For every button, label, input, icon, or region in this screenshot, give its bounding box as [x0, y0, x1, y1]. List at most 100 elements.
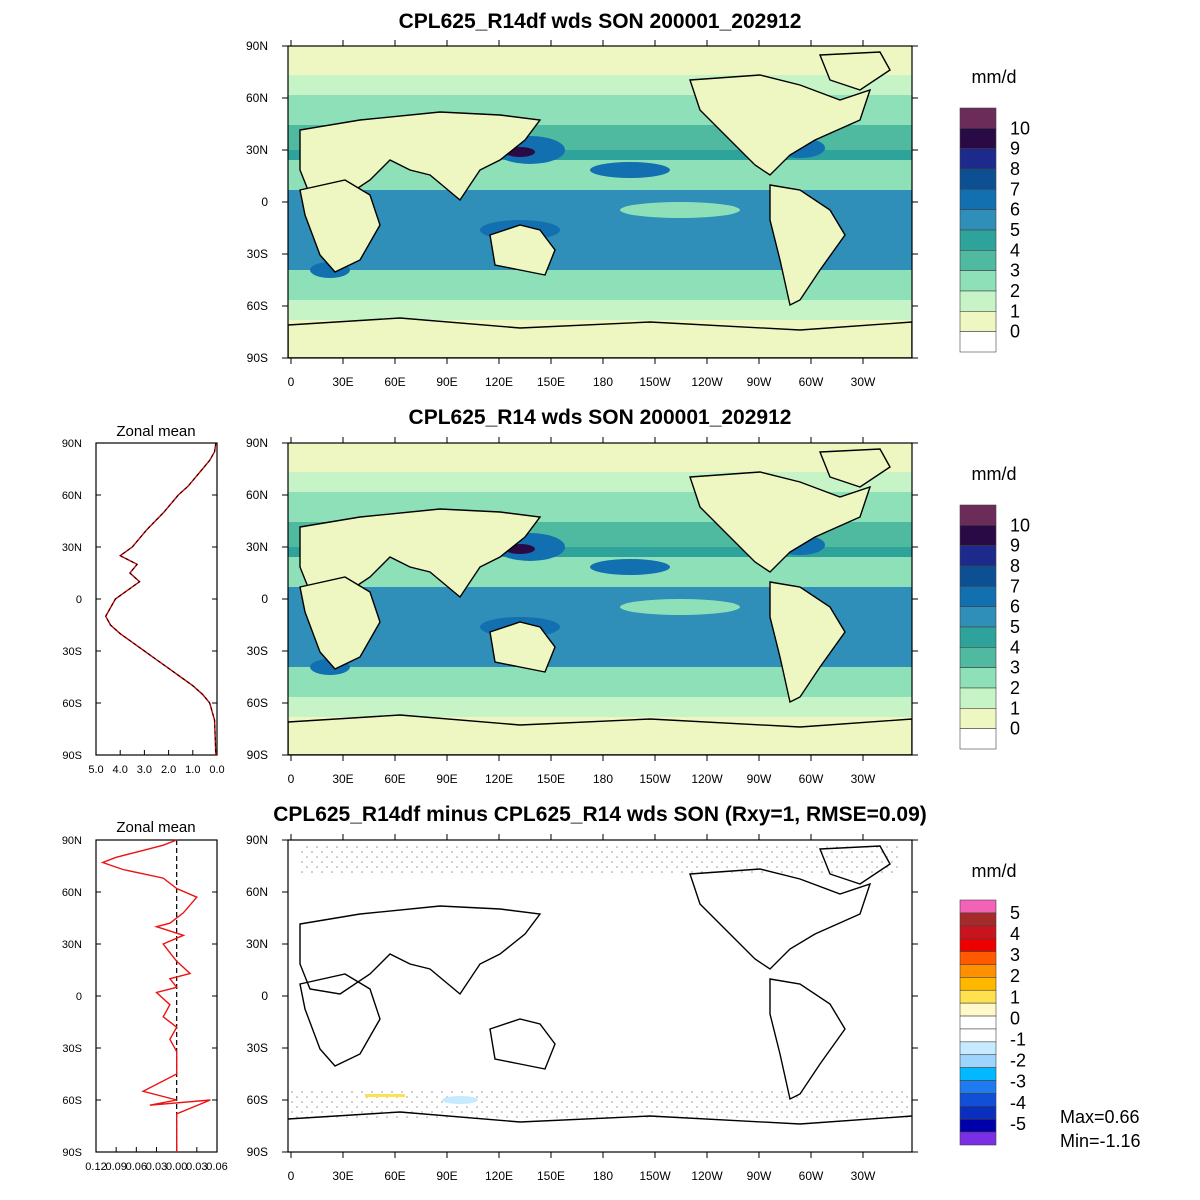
lon-tick-label: 90E [436, 1169, 457, 1183]
colorbar-label: 7 [1010, 576, 1020, 596]
zonal-series-line-ref [105, 442, 217, 756]
lat-tick-label: 0 [261, 592, 268, 606]
zonal-x-label: 0.09 [105, 1161, 126, 1173]
colorbar-swatch [959, 1028, 997, 1043]
colorbar-label: 4 [1010, 240, 1020, 260]
zonal-lat-label: 60S [62, 1095, 82, 1107]
zonal-lat-label: 30S [62, 646, 82, 658]
colorbar-swatch [959, 687, 997, 709]
colorbar-swatch [959, 586, 997, 607]
zonal-x-label: 0.06 [206, 1161, 227, 1173]
colorbar-swatch [959, 667, 997, 689]
colorbar-swatch [959, 565, 997, 587]
zonal-lat-label: 60N [62, 490, 82, 502]
colorbar-label: 6 [1010, 200, 1020, 220]
zonal-x-label: 5.0 [88, 764, 103, 776]
colorbar-swatch [959, 977, 997, 991]
zonal-lat-label: 0 [76, 594, 82, 606]
zonal-series-line [100, 839, 211, 1152]
colorbar-swatch [959, 168, 997, 190]
colorbar-label: -2 [1010, 1051, 1026, 1071]
lat-tick-label: 30S [247, 247, 268, 261]
colorbar-label: 2 [1010, 678, 1020, 698]
zonal-x-label: 0.12 [85, 1161, 106, 1173]
lon-tick-label: 150E [537, 375, 565, 389]
lon-tick-label: 120E [485, 1169, 513, 1183]
colorbar-swatch [959, 504, 997, 526]
lat-tick-label: 60S [247, 299, 268, 313]
zonal-series-line [104, 442, 217, 756]
lon-tick-label: 30E [332, 375, 353, 389]
lat-tick-label: 60S [247, 696, 268, 710]
colorbar-swatch [959, 938, 997, 952]
colorbar-swatch [959, 1054, 997, 1068]
zonal-x-label: 2.0 [161, 764, 176, 776]
zonal-lat-label: 90N [62, 438, 82, 450]
colorbar-swatch [959, 331, 997, 353]
lon-tick-label: 150W [639, 375, 671, 389]
zonal-lat-label: 30N [62, 939, 82, 951]
colorbar-swatch [959, 1041, 997, 1056]
colorbar-label: 9 [1010, 139, 1020, 159]
lon-tick-label: 150E [537, 772, 565, 786]
colorbar-swatch [959, 1118, 997, 1133]
lon-tick-label: 0 [288, 772, 295, 786]
lat-tick-label: 30S [247, 1041, 268, 1055]
lat-tick-label: 30N [246, 540, 268, 554]
colorbar-swatch [959, 311, 997, 332]
colorbar-label: 3 [1010, 945, 1020, 965]
colorbar-label: 4 [1010, 637, 1020, 657]
colorbar-swatch [959, 270, 997, 292]
colorbar-label: 1 [1010, 301, 1020, 321]
colorbar-label: 0 [1010, 719, 1020, 739]
zonal-x-label: 0.03 [146, 1161, 167, 1173]
colorbar-label: -5 [1010, 1114, 1026, 1134]
map3-title: CPL625_R14df minus CPL625_R14 wds SON (R… [273, 803, 927, 826]
colorbar-swatch [959, 209, 997, 231]
colorbar-label: 7 [1010, 179, 1020, 199]
colorbar-swatch [959, 1015, 997, 1030]
lon-tick-label: 180 [593, 1169, 613, 1183]
colorbar-label: 9 [1010, 536, 1020, 556]
lon-tick-label: 60E [384, 772, 405, 786]
colorbar-swatch [959, 899, 997, 914]
lon-tick-label: 60W [799, 772, 824, 786]
colorbar-swatch [959, 912, 997, 927]
zonal-lat-label: 60S [62, 698, 82, 710]
map3 [287, 839, 913, 1153]
colorbar-label: 0 [1010, 322, 1020, 342]
colorbar-swatch [959, 647, 997, 668]
lon-tick-label: 90W [747, 772, 772, 786]
lon-tick-label: 120E [485, 772, 513, 786]
colorbar-label: 5 [1010, 903, 1020, 923]
zonal-x-label: 3.0 [137, 764, 152, 776]
colorbar-swatch [959, 964, 997, 978]
lat-tick-label: 90S [247, 351, 268, 365]
lat-tick-label: 0 [261, 989, 268, 1003]
colorbar-label: 8 [1010, 159, 1020, 179]
lon-tick-label: 180 [593, 375, 613, 389]
colorbar-swatch [959, 925, 997, 939]
map1-continents [288, 51, 912, 358]
lon-tick-label: 150W [639, 1169, 671, 1183]
colorbar-swatch [959, 1093, 997, 1107]
lat-tick-label: 30N [246, 143, 268, 157]
colorbar-label: 2 [1010, 966, 1020, 986]
zonal-x-label: 0.00 [166, 1161, 187, 1173]
colorbar-label: 1 [1010, 698, 1020, 718]
colorbar-swatch [959, 545, 997, 567]
lon-tick-label: 90E [436, 772, 457, 786]
lon-tick-label: 90W [747, 1169, 772, 1183]
colorbar-swatch [959, 951, 997, 965]
colorbar-label: 5 [1010, 220, 1020, 240]
colorbar-label: 1 [1010, 987, 1020, 1007]
colorbar-swatch [959, 128, 997, 149]
lon-tick-label: 0 [288, 375, 295, 389]
map-axes: 90N 60N 30N 0 30S 60S 90S 0 30E 60E 90E 120E 150E 180… [246, 39, 918, 1183]
lon-tick-label: 90W [747, 375, 772, 389]
map2-title: CPL625_R14 wds SON 200001_202912 [409, 406, 792, 429]
lon-tick-label: 30W [851, 1169, 876, 1183]
